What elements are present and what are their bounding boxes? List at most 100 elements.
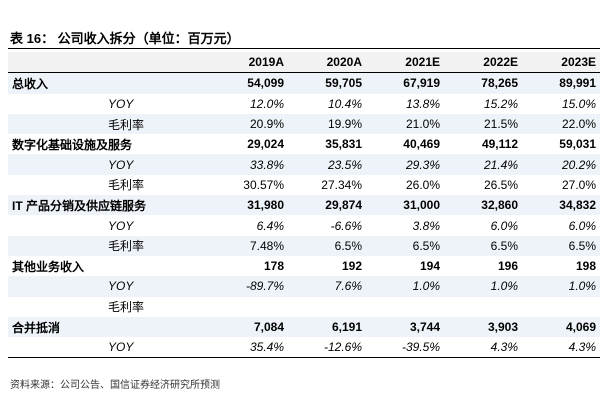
cell: 35.4% (210, 337, 288, 359)
cell: 194 (419, 259, 440, 274)
row-label: 数字化基础设施及服务 (12, 137, 133, 152)
cell: 6.5% (444, 235, 522, 256)
cell: 6.4% (256, 218, 284, 233)
cell: 20.2% (522, 154, 600, 175)
cell: 49,112 (481, 137, 518, 152)
cell (210, 297, 288, 317)
cell: 20.9% (210, 113, 288, 135)
cell: 23.5% (288, 154, 366, 175)
cell: -6.6% (330, 218, 362, 233)
cell: -39.5% (366, 337, 444, 359)
row-label: YOY (8, 337, 210, 359)
cell: 7,084 (210, 316, 288, 338)
cell: 1.0% (522, 276, 600, 297)
cell: 31,980 (210, 195, 288, 216)
column-header: 2023E (522, 52, 600, 74)
cell: 19.9% (288, 113, 366, 135)
cell: 40,469 (403, 137, 440, 152)
cell: 59,705 (288, 72, 366, 94)
cell: 29,874 (288, 195, 366, 216)
cell: 29.3% (366, 154, 444, 175)
segment-row: 其他业务收入 178 192 194 196 198 (8, 256, 600, 276)
cell: 27.0% (561, 177, 596, 192)
cell: 6,191 (288, 316, 366, 338)
cell (522, 297, 600, 317)
row-label: 合并抵消 (8, 316, 210, 338)
cell (444, 297, 522, 317)
cell: 78,265 (444, 72, 522, 94)
cell: 34,832 (522, 195, 600, 216)
cell: 3.8% (412, 218, 440, 233)
header-row: 2019A 2020A 2021E 2022E 2023E (8, 52, 600, 74)
row-label: YOY (8, 154, 210, 175)
row-label: 毛利率 (8, 235, 210, 256)
cell: 21.5% (444, 113, 522, 135)
segment-row: IT 产品分销及供应链服务 31,980 29,874 31,000 32,860 34,… (8, 195, 600, 216)
sub-row: 毛利率 (8, 297, 600, 317)
row-label: 毛利率 (108, 300, 145, 315)
sub-row: YOY 6.4% -6.6% 3.8% 6.0% 6.0% (8, 215, 600, 235)
header-cell (8, 52, 210, 74)
cell: 21.4% (444, 154, 522, 175)
cell: 31,000 (366, 195, 444, 216)
segment-row: 数字化基础设施及服务 29,024 35,831 40,469 49,112 59,031 (8, 134, 600, 154)
cell: 6.5% (366, 235, 444, 256)
cell (366, 297, 444, 317)
sub-row: YOY 35.4% -12.6% -39.5% 4.3% 4.3% (8, 337, 600, 359)
cell: 30.57% (243, 177, 284, 192)
row-label: YOY (8, 276, 210, 297)
title-rule (8, 48, 600, 49)
cell (288, 297, 366, 317)
column-header: 2020A (288, 52, 366, 74)
table: 2019A 2020A 2021E 2022E 2023E 总收入 54,099 59,705… (8, 52, 600, 359)
cell: 89,991 (522, 72, 600, 94)
cell: 7.6% (288, 276, 366, 297)
column-header: 2019A (210, 52, 288, 74)
sub-row: 毛利率 20.9% 19.9% 21.0% 21.5% 22.0% (8, 113, 600, 135)
column-header: 2022E (444, 52, 522, 74)
cell: 192 (341, 259, 362, 274)
cell: -89.7% (210, 276, 288, 297)
cell: 6.0% (490, 218, 518, 233)
cell: 29,024 (247, 137, 284, 152)
cell: 10.4% (327, 96, 362, 111)
cell: 15.2% (483, 96, 518, 111)
sub-row: YOY 33.8% 23.5% 29.3% 21.4% 20.2% (8, 154, 600, 175)
cell: 35,831 (325, 137, 362, 152)
cell: 6.5% (522, 235, 600, 256)
cell: 6.5% (288, 235, 366, 256)
cell: 4.3% (522, 337, 600, 359)
cell: 4.3% (444, 337, 522, 359)
sub-row: 毛利率 7.48% 6.5% 6.5% 6.5% 6.5% (8, 235, 600, 256)
cell: 3,903 (444, 316, 522, 338)
cell: 198 (575, 259, 596, 274)
sub-row: YOY 12.0% 10.4% 13.8% 15.2% 15.0% (8, 94, 600, 114)
cell: 1.0% (366, 276, 444, 297)
cell: 27.34% (321, 177, 362, 192)
cell: 4,069 (522, 316, 600, 338)
row-label: 其他业务收入 (12, 259, 85, 274)
cell: 3,744 (366, 316, 444, 338)
cell: 33.8% (210, 154, 288, 175)
cell: 59,031 (559, 137, 596, 152)
cell: 1.0% (444, 276, 522, 297)
cell: 196 (497, 259, 518, 274)
segment-row: 总收入 54,099 59,705 67,919 78,265 89,991 (8, 72, 600, 94)
cell: 32,860 (444, 195, 522, 216)
row-label: 毛利率 (108, 178, 145, 193)
cell: 67,919 (366, 72, 444, 94)
row-label: YOY (108, 96, 134, 111)
table-title: 表 16： 公司收入拆分（单位：百万元） (10, 31, 240, 46)
cell: 26.0% (405, 177, 440, 192)
cell: 13.8% (405, 96, 440, 111)
cell: 7.48% (210, 235, 288, 256)
cell: 178 (263, 259, 284, 274)
cell: 21.0% (366, 113, 444, 135)
source-note: 资料来源：公司公告、国信证券经济研究所预测 (10, 380, 220, 391)
row-label: YOY (108, 218, 134, 233)
segment-row: 合并抵消 7,084 6,191 3,744 3,903 4,069 (8, 316, 600, 338)
sub-row: YOY -89.7% 7.6% 1.0% 1.0% 1.0% (8, 276, 600, 297)
cell: 54,099 (210, 72, 288, 94)
row-label: IT 产品分销及供应链服务 (8, 195, 210, 216)
